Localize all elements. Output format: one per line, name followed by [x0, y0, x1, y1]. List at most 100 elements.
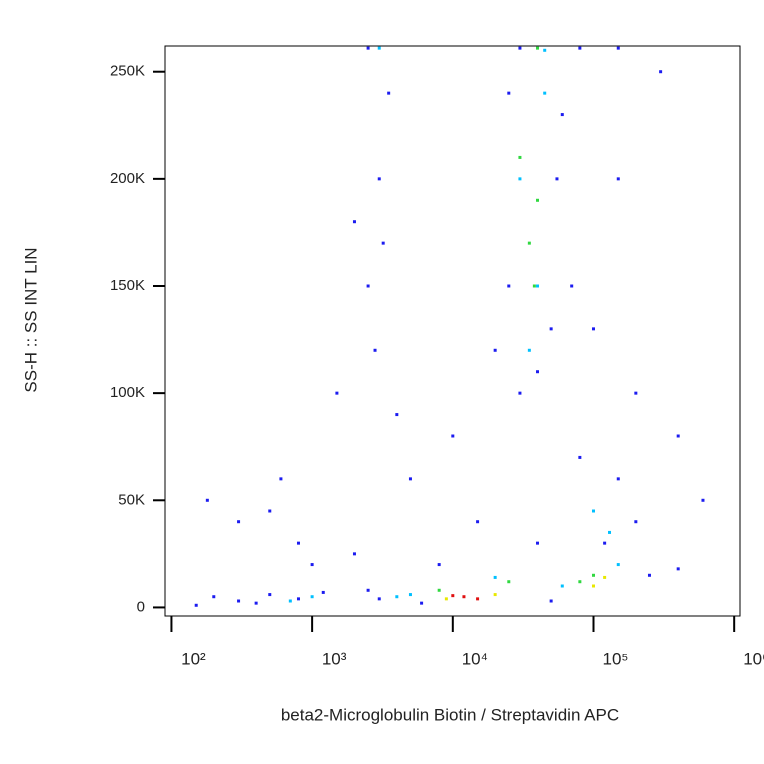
- point: [518, 46, 522, 50]
- point: [408, 593, 412, 597]
- point: [647, 573, 651, 577]
- plot-frame: [164, 45, 741, 617]
- point: [493, 348, 497, 352]
- point: [352, 552, 356, 556]
- point: [451, 434, 455, 438]
- y-axis-title: SS-H :: SS INT LIN: [21, 247, 40, 392]
- point: [536, 198, 540, 202]
- point: [507, 91, 511, 95]
- point: [518, 155, 522, 159]
- point: [555, 177, 559, 181]
- y-tick-label: 100K: [110, 384, 145, 401]
- point: [476, 520, 480, 524]
- point: [549, 599, 553, 603]
- point: [634, 520, 638, 524]
- point: [527, 241, 531, 245]
- point: [387, 91, 391, 95]
- point: [634, 391, 638, 395]
- point: [288, 599, 292, 603]
- point: [408, 477, 412, 481]
- x-tick-label: 10⁶: [743, 649, 764, 668]
- point: [444, 597, 448, 601]
- point: [310, 595, 314, 599]
- point: [194, 603, 198, 607]
- point: [381, 241, 385, 245]
- point: [352, 220, 356, 224]
- point: [543, 91, 547, 95]
- x-axis-title: beta2-Microglobulin Biotin / Streptavidi…: [281, 705, 619, 724]
- point: [608, 530, 612, 534]
- y-tick-label: 150K: [110, 277, 145, 294]
- x-tick-label: 10⁵: [603, 649, 629, 668]
- point: [701, 498, 705, 502]
- point: [560, 113, 564, 117]
- point: [536, 541, 540, 545]
- point: [578, 46, 582, 50]
- point: [377, 46, 381, 50]
- point: [205, 498, 209, 502]
- point: [373, 348, 377, 352]
- point: [532, 284, 536, 288]
- point: [377, 597, 381, 601]
- y-tick-label: 250K: [110, 63, 145, 80]
- point: [377, 177, 381, 181]
- x-tick-label: 10³: [322, 649, 347, 668]
- y-tick-label: 200K: [110, 170, 145, 187]
- point: [676, 567, 680, 571]
- point: [268, 509, 272, 513]
- point: [310, 563, 314, 567]
- y-tick-label: 50K: [118, 491, 145, 508]
- point: [543, 48, 547, 52]
- point: [366, 588, 370, 592]
- point: [591, 584, 595, 588]
- point: [507, 284, 511, 288]
- point: [493, 593, 497, 597]
- point: [476, 597, 480, 601]
- x-tick-label: 10²: [181, 649, 206, 668]
- point: [578, 455, 582, 459]
- point: [437, 588, 441, 592]
- point: [507, 580, 511, 584]
- point: [296, 541, 300, 545]
- point: [420, 601, 424, 605]
- point: [493, 575, 497, 579]
- point: [279, 477, 283, 481]
- point: [676, 434, 680, 438]
- point: [536, 370, 540, 374]
- point: [395, 413, 399, 417]
- point: [335, 391, 339, 395]
- y-tick-label: 0: [137, 598, 145, 615]
- point: [237, 599, 241, 603]
- point: [395, 595, 399, 599]
- point: [549, 327, 553, 331]
- point: [462, 595, 466, 599]
- point: [321, 590, 325, 594]
- point: [591, 327, 595, 331]
- point: [560, 584, 564, 588]
- point: [578, 580, 582, 584]
- point: [616, 563, 620, 567]
- point: [268, 593, 272, 597]
- point: [366, 284, 370, 288]
- point: [536, 284, 540, 288]
- point: [603, 575, 607, 579]
- point: [591, 573, 595, 577]
- point: [437, 563, 441, 567]
- point: [536, 46, 540, 50]
- point: [616, 177, 620, 181]
- point: [237, 520, 241, 524]
- point: [616, 477, 620, 481]
- point: [296, 597, 300, 601]
- point: [366, 46, 370, 50]
- point: [616, 46, 620, 50]
- point: [659, 70, 663, 74]
- point: [212, 595, 216, 599]
- point: [591, 509, 595, 513]
- point: [570, 284, 574, 288]
- point: [603, 541, 607, 545]
- point: [518, 391, 522, 395]
- point: [451, 594, 455, 598]
- point: [518, 177, 522, 181]
